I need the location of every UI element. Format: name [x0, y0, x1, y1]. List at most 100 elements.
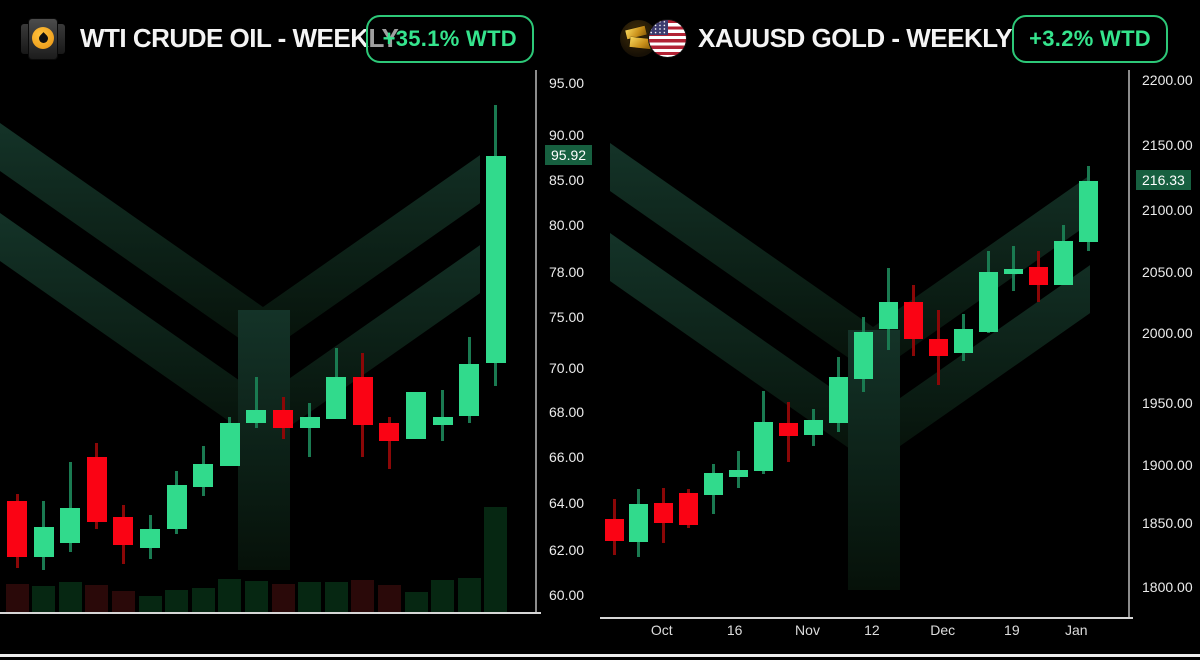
- header-wti: WTI CRUDE OIL - WEEKLY: [20, 12, 399, 64]
- candle-body: [86, 456, 107, 522]
- header-gold: XAUUSD GOLD - WEEKLY: [620, 12, 1013, 64]
- y-axis-label: 66.00: [549, 448, 585, 465]
- y-axis-label: 75.00: [549, 309, 585, 326]
- volume-bar: [431, 580, 455, 612]
- y-axis-label: 80.00: [549, 217, 585, 233]
- candle-body: [779, 422, 799, 437]
- us-flag-canton: [649, 20, 668, 35]
- candle-body: [7, 500, 27, 557]
- volume-bar: [298, 582, 322, 612]
- candle-body: [1003, 269, 1023, 275]
- wtd-badge-gold: +3.2% WTD: [1012, 15, 1168, 63]
- y-axis-label: 2050.00: [1142, 263, 1193, 280]
- candle-body: [1053, 240, 1073, 286]
- x-axis-label: Oct: [650, 622, 673, 638]
- y-axis-label: 90.00: [549, 127, 585, 144]
- candlestick-plot-wti: [0, 70, 535, 612]
- y-axis-label: 64.00: [549, 495, 585, 512]
- candle-body: [1028, 266, 1048, 286]
- candle-body: [604, 519, 624, 541]
- watermark-y-logo: [610, 143, 1090, 590]
- candle-wick: [441, 390, 445, 442]
- x-axis-label: 16: [726, 622, 743, 638]
- oil-drop-badge: [32, 27, 54, 49]
- candle-body: [729, 469, 749, 477]
- y-axis-label: 60.00: [549, 587, 585, 604]
- candle-body: [928, 338, 948, 356]
- y-axis-label: 70.00: [549, 360, 585, 377]
- candle-body: [299, 416, 320, 428]
- x-axis-label: 12: [864, 622, 880, 638]
- candle-body: [406, 392, 426, 439]
- volume-bar: [85, 585, 109, 612]
- x-axis-label: Dec: [930, 622, 956, 638]
- candle-body: [246, 409, 267, 424]
- volume-bar: [377, 585, 401, 612]
- x-axis-label: Jan: [1064, 622, 1088, 638]
- chart-title-wti: WTI CRUDE OIL - WEEKLY: [80, 22, 399, 53]
- candle-body: [33, 526, 54, 557]
- candle-body: [854, 331, 873, 380]
- candle-body: [352, 376, 373, 426]
- panel-wti: WTI CRUDE OIL - WEEKLY +35.1% WTD 95.00 9…: [0, 12, 593, 614]
- panel-gold: XAUUSD GOLD - WEEKLY +3.2% WTD 2200.00 21…: [600, 0, 1200, 660]
- volume-bar: [58, 582, 82, 612]
- x-axis-label: 19: [1004, 622, 1020, 638]
- volume-bar: [218, 579, 242, 612]
- candle-body: [754, 421, 774, 471]
- volume-bar: [271, 584, 295, 612]
- candle-body: [903, 302, 923, 339]
- candle-body: [379, 423, 400, 442]
- y-axis-line-wti: [535, 70, 537, 614]
- volume-bar: [191, 588, 215, 612]
- candle-wick: [387, 416, 391, 469]
- y-axis-label: 1850.00: [1142, 514, 1193, 531]
- volume-bar: [457, 578, 481, 612]
- wtd-badge-wti: +35.1% WTD: [365, 15, 534, 63]
- candle-body: [679, 492, 699, 526]
- y-axis-label: 62.00: [549, 542, 585, 559]
- candle-body: [219, 423, 240, 467]
- x-axis-label: Nov: [795, 622, 820, 638]
- volume-bar: [165, 590, 189, 612]
- oil-barrel-icon: [20, 15, 66, 61]
- candle-body: [166, 484, 187, 529]
- candle-body: [273, 409, 293, 428]
- volume-bar: [138, 596, 162, 612]
- x-axis-baseline-wti: [0, 612, 541, 614]
- volume-bar: [244, 581, 268, 612]
- candle-wick: [1011, 245, 1015, 292]
- candle-body: [485, 155, 506, 363]
- y-axis-label: 68.00: [549, 404, 585, 420]
- volume-bar: [32, 586, 56, 612]
- candle-body: [978, 271, 998, 332]
- volume-bar: [111, 591, 135, 612]
- y-axis-label: 95.00: [549, 75, 585, 91]
- us-flag-icon: [649, 20, 686, 57]
- candle-body: [193, 463, 214, 487]
- candle-body: [60, 507, 81, 544]
- y-axis-label: 1800.00: [1142, 578, 1193, 595]
- chart-title-gold: XAUUSD GOLD - WEEKLY: [698, 22, 1013, 53]
- price-tag: 95.92: [545, 144, 593, 165]
- candle-body: [953, 329, 973, 353]
- y-axis-label: 2100.00: [1142, 202, 1193, 219]
- y-axis-label: 85.00: [549, 172, 585, 189]
- candle-wick: [254, 376, 258, 428]
- y-axis-line-gold: [1128, 70, 1130, 619]
- bottom-divider: [0, 654, 1200, 657]
- y-axis-label: 1950.00: [1142, 395, 1193, 412]
- volume-bar: [484, 507, 508, 612]
- oil-drop-icon: [36, 31, 50, 45]
- candle-body: [1078, 181, 1098, 243]
- candlestick-plot-gold: [600, 70, 1128, 617]
- candle-body: [654, 503, 674, 523]
- candle-body: [878, 302, 898, 330]
- candle-body: [459, 364, 480, 417]
- volume-bar: [351, 580, 375, 612]
- candle-body: [804, 420, 824, 436]
- candle-body: [140, 528, 160, 548]
- y-axis-label: 1900.00: [1142, 456, 1193, 473]
- x-axis-baseline-gold: [600, 617, 1133, 619]
